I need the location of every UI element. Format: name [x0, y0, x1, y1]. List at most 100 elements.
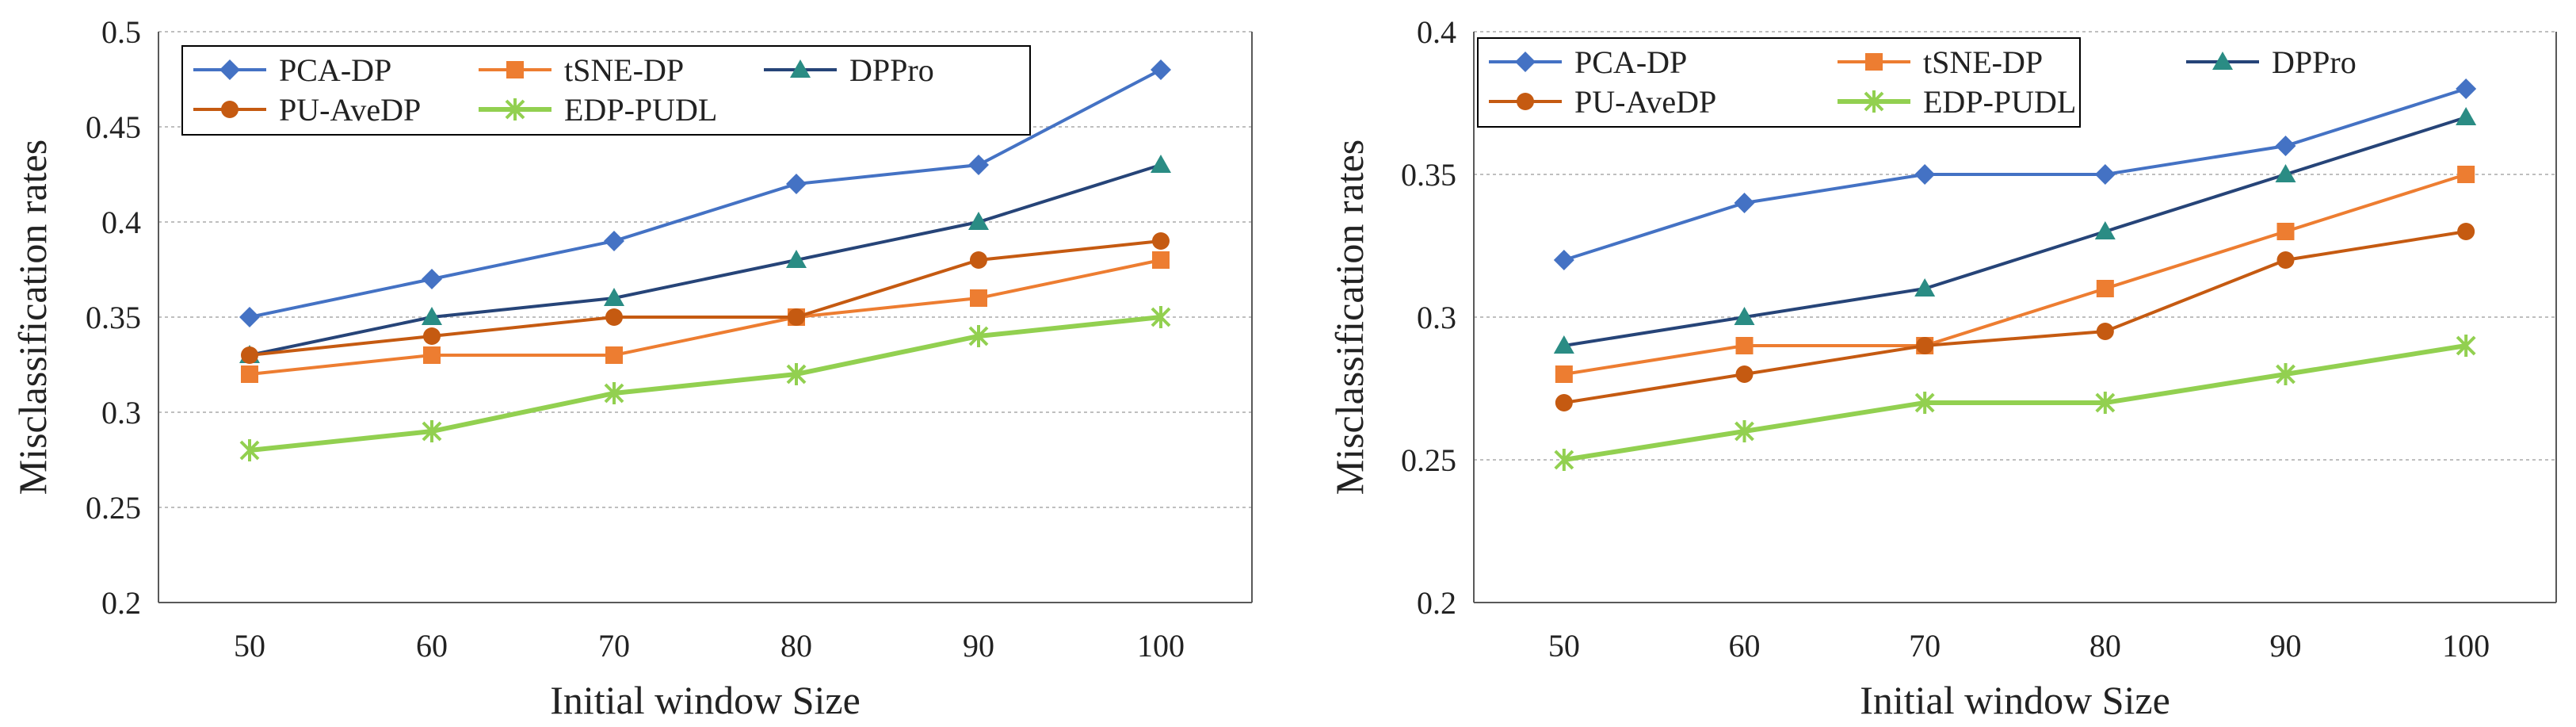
data-point — [2095, 392, 2116, 414]
data-point — [423, 327, 441, 345]
data-point — [2456, 78, 2477, 99]
legend-item-pu-avedp: PU-AveDP — [193, 92, 421, 128]
x-tick-label: 80 — [2089, 628, 2121, 664]
y-tick-label: 0.45 — [86, 109, 141, 145]
data-point — [2096, 323, 2114, 340]
y-axis-title: Misclassification rates — [10, 140, 55, 496]
legend-label: DPPro — [849, 52, 934, 88]
legend-item-dppro: DPPro — [764, 52, 934, 88]
legend-marker — [2212, 52, 2233, 70]
y-tick-label: 0.25 — [1401, 442, 1456, 478]
data-point — [786, 174, 807, 194]
data-point — [1914, 278, 1936, 297]
data-point — [968, 325, 989, 347]
legend: PCA-DP tSNE-DP DPPro PU-AveDP EDP-PUDL — [1477, 37, 2357, 128]
data-point — [423, 346, 441, 364]
data-point — [1734, 193, 1755, 213]
legend-marker — [505, 98, 525, 121]
series-tsne-dp — [1555, 166, 2475, 383]
data-point — [605, 346, 623, 364]
data-point — [786, 250, 807, 268]
series-line — [1563, 87, 2467, 262]
legend-item-tsne-dp: tSNE-DP — [479, 52, 684, 88]
legend-marker — [219, 59, 240, 80]
legend: PCA-DP tSNE-DP DPPro PU-AveDP EDP-PUDL — [181, 45, 1031, 136]
x-tick-label: 60 — [1729, 628, 1761, 664]
legend-label: PCA-DP — [1574, 44, 1687, 80]
chart-left: 0.2 0.25 0.3 0.35 0.4 0.45 0.5 50 60 70 80 90 100 Ini… — [10, 14, 1253, 722]
data-point — [605, 308, 623, 326]
data-point — [1735, 337, 1754, 354]
x-tick-label: 90 — [2270, 628, 2302, 664]
data-point — [1151, 155, 1171, 173]
legend-marker — [506, 61, 524, 78]
data-point — [2096, 280, 2114, 297]
y-tick-label: 0.35 — [1401, 157, 1456, 193]
legend-box — [181, 45, 1031, 136]
data-point — [422, 420, 442, 442]
data-point — [1152, 232, 1170, 250]
series-line — [249, 163, 1162, 357]
series-pca-dp — [239, 59, 1171, 327]
data-point — [1152, 251, 1170, 269]
data-point — [2275, 164, 2296, 182]
legend-marker — [790, 59, 811, 78]
data-point — [968, 212, 989, 230]
chart-right: 0.2 0.25 0.3 0.35 0.4 50 60 70 80 90 100 Initial wi… — [1327, 14, 2557, 722]
x-axis-title: Initial window Size — [550, 678, 861, 722]
data-point — [1914, 392, 1935, 414]
y-tick-label: 0.4 — [1417, 14, 1456, 50]
data-point — [1734, 307, 1755, 325]
data-point — [422, 269, 442, 289]
y-tick-label: 0.25 — [86, 490, 141, 526]
data-point — [1553, 335, 1574, 354]
x-tick-label: 60 — [416, 628, 448, 664]
x-tick-label: 70 — [1909, 628, 1941, 664]
legend-label: PU-AveDP — [279, 92, 421, 128]
data-point — [788, 308, 805, 326]
data-point — [1151, 306, 1171, 328]
series-line — [249, 68, 1162, 319]
y-axis-title: Misclassification rates — [1327, 140, 1372, 496]
series-line — [1563, 116, 2467, 347]
legend-label: tSNE-DP — [1923, 44, 2043, 80]
legend-label: tSNE-DP — [564, 52, 684, 88]
legend-item-edp-pudl: EDP-PUDL — [479, 92, 717, 128]
y-tick-label: 0.3 — [1417, 300, 1456, 335]
data-point — [239, 307, 260, 327]
data-point — [2276, 223, 2295, 240]
legend-marker — [1865, 53, 1883, 71]
data-point — [2276, 363, 2296, 385]
y-tick-label: 0.35 — [86, 300, 141, 335]
data-point — [422, 307, 442, 325]
legend-marker — [1517, 93, 1534, 110]
data-point — [1914, 164, 1936, 185]
data-point — [2094, 164, 2116, 185]
legend-item-tsne-dp: tSNE-DP — [1838, 44, 2043, 80]
legend-marker — [221, 101, 239, 118]
x-tick-label: 50 — [234, 628, 265, 664]
legend-marker — [1515, 52, 1536, 72]
series-dppro — [1553, 107, 2477, 354]
data-point — [1554, 449, 1574, 471]
data-point — [968, 155, 989, 175]
series-line — [249, 258, 1162, 376]
x-tick-label: 70 — [598, 628, 630, 664]
series-line — [1563, 230, 2467, 404]
x-tick-label: 90 — [963, 628, 994, 664]
legend-label: PU-AveDP — [1574, 84, 1716, 120]
legend-label: DPPro — [2272, 44, 2357, 80]
data-point — [241, 365, 258, 383]
x-tick-label: 80 — [780, 628, 812, 664]
data-point — [604, 288, 624, 306]
legend-label: EDP-PUDL — [564, 92, 717, 128]
data-point — [2275, 136, 2296, 156]
y-tick-label: 0.5 — [101, 14, 141, 50]
y-tick-label: 0.2 — [101, 585, 141, 621]
legend-item-pca-dp: PCA-DP — [1489, 44, 1687, 80]
data-point — [604, 382, 624, 404]
data-point — [1735, 365, 1754, 383]
data-point — [970, 289, 987, 307]
y-tick-label: 0.3 — [101, 395, 141, 430]
series-edp-pudl — [1554, 335, 2476, 471]
